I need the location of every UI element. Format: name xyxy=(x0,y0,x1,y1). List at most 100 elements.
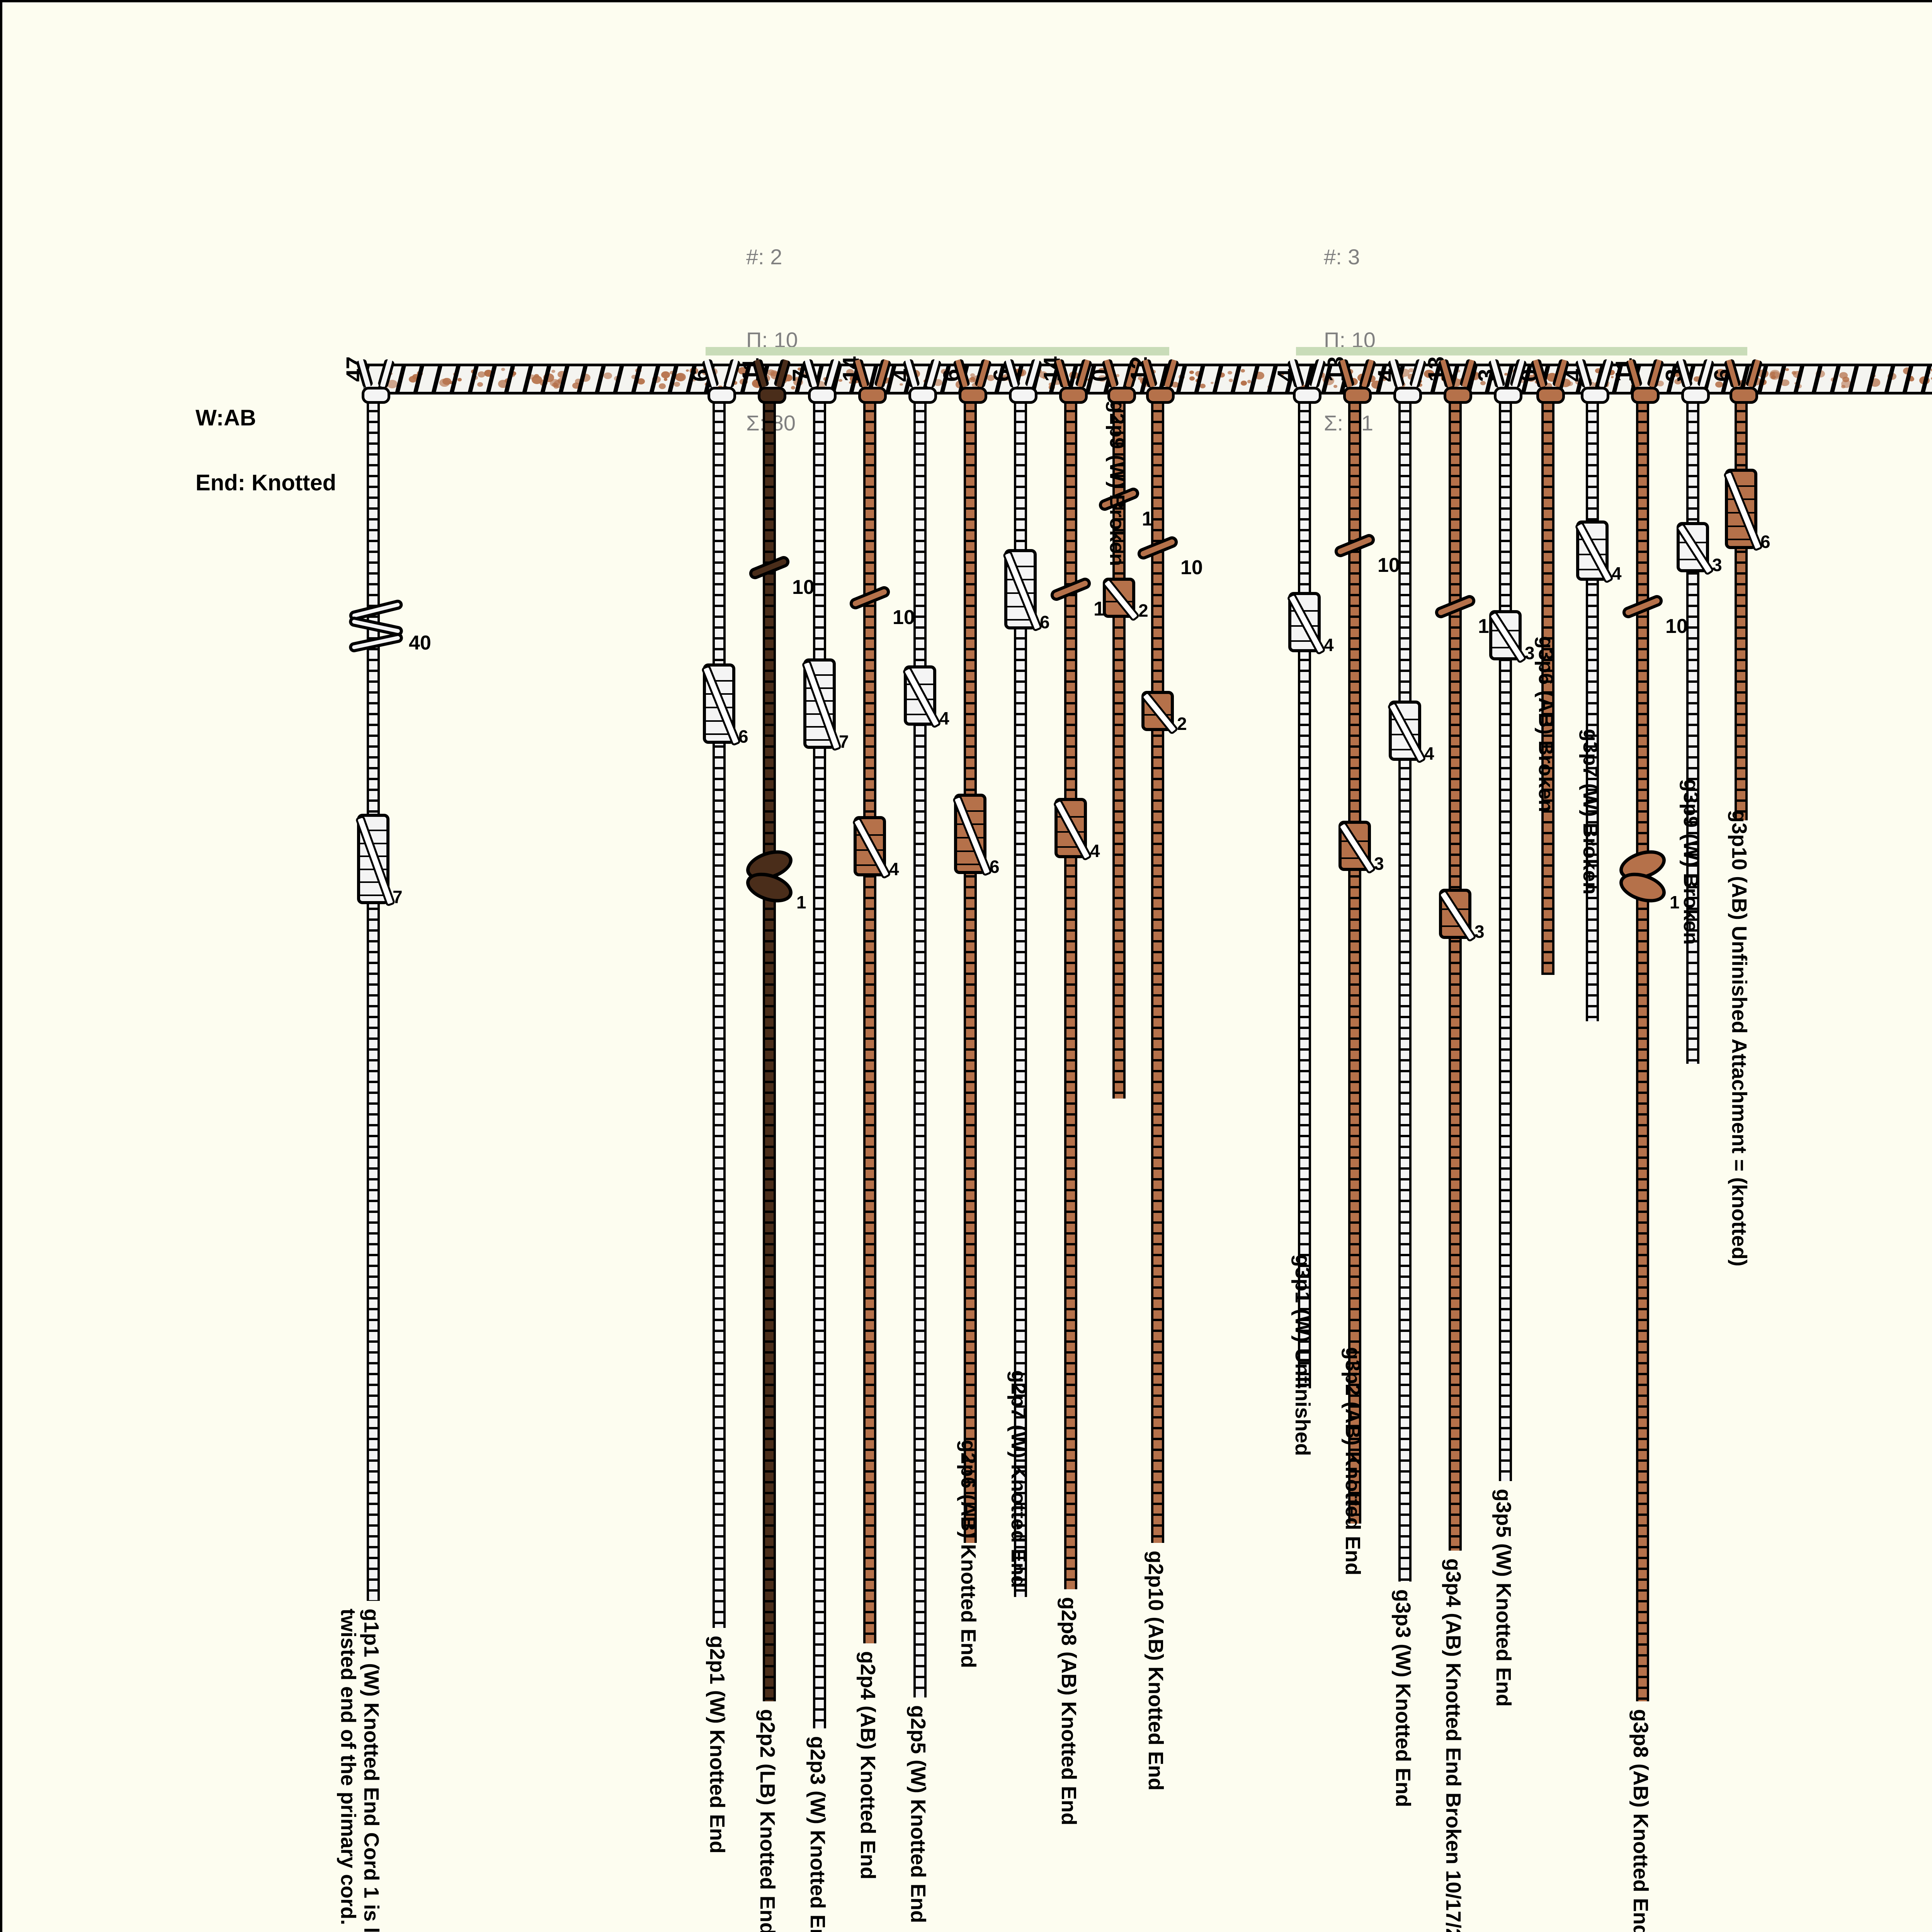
cord-ply xyxy=(1016,432,1025,433)
zigzag-knot-g1p1[interactable] xyxy=(348,598,406,662)
pendant-cord-g1p1[interactable] xyxy=(367,399,380,1601)
knot-turn xyxy=(806,739,833,741)
cord-ply xyxy=(866,929,874,931)
long-knot-g1p1[interactable] xyxy=(355,813,396,907)
cord-ply xyxy=(916,616,924,617)
cord-ply xyxy=(369,1200,378,1201)
long-knot-g2p7[interactable] xyxy=(1002,549,1043,632)
cord-ply xyxy=(1638,973,1647,974)
cord-ply xyxy=(966,918,975,920)
long-knot-g2p10[interactable] xyxy=(1140,690,1179,735)
figure-eight-knot-g3p8[interactable] xyxy=(1616,845,1670,908)
pendant-cord-g2p2[interactable] xyxy=(763,399,776,1701)
cord-ply xyxy=(866,1524,874,1526)
cord-ply xyxy=(1401,875,1409,877)
cord-ply xyxy=(1451,1102,1459,1104)
long-knot-g3p4[interactable] xyxy=(1437,888,1477,942)
knot-turn xyxy=(1728,538,1754,540)
long-knot-g3p2[interactable] xyxy=(1337,821,1376,875)
cord-ply xyxy=(1300,962,1309,963)
pendant-cord-g3p10[interactable] xyxy=(1735,399,1748,820)
long-knot-g3p3[interactable] xyxy=(1387,701,1427,764)
cord-ply xyxy=(1544,529,1552,531)
knot-turn xyxy=(360,881,386,883)
cord-ply xyxy=(1501,1005,1510,1007)
cord-ply xyxy=(866,1221,874,1223)
pendant-cord-g3p3[interactable] xyxy=(1398,399,1412,1582)
cord-ply xyxy=(1451,1189,1459,1190)
cord-ply xyxy=(1451,1081,1459,1082)
cord-ply xyxy=(1544,583,1552,585)
long-knot-g2p3[interactable] xyxy=(801,658,842,752)
pendant-cord-g3p6[interactable] xyxy=(1541,399,1554,975)
cord-ply xyxy=(1737,724,1745,725)
cord-ply xyxy=(1066,994,1075,996)
cord-ply xyxy=(1115,442,1123,444)
cord-ply xyxy=(1350,767,1359,769)
cord-ply xyxy=(916,1687,924,1688)
cord-ply xyxy=(369,1081,378,1082)
long-knot-g3p5[interactable] xyxy=(1488,610,1527,664)
pendant-cord-g2p6[interactable] xyxy=(964,399,977,1543)
cord-ply xyxy=(1115,1092,1123,1093)
cord-ply xyxy=(765,1189,774,1190)
knot-value-g1p1: 40 xyxy=(409,631,431,654)
cord-ply xyxy=(916,1070,924,1071)
attachment-leg-left xyxy=(1675,359,1693,388)
pendant-cord-g2p1[interactable] xyxy=(713,399,726,1628)
cord-ply xyxy=(1350,1405,1359,1407)
cord-ply xyxy=(1638,1643,1647,1645)
cord-ply xyxy=(765,1319,774,1320)
cord-ply xyxy=(1638,1557,1647,1558)
long-knot-g3p7[interactable] xyxy=(1574,520,1614,584)
figure-eight-knot-g2p2[interactable] xyxy=(742,845,796,908)
cord-ply xyxy=(1689,572,1697,574)
cord-ply xyxy=(1401,497,1409,498)
pendant-cord-g2p8[interactable] xyxy=(1064,399,1077,1589)
pendant-cord-g2p9[interactable] xyxy=(1112,399,1126,1099)
cord-ply xyxy=(1638,1243,1647,1245)
cord-ply xyxy=(1153,1124,1162,1126)
pendant-cord-g3p7[interactable] xyxy=(1586,399,1599,1021)
long-knot-g2p5[interactable] xyxy=(902,665,942,729)
cord-ply xyxy=(1300,832,1309,833)
pendant-cord-g3p4[interactable] xyxy=(1449,399,1462,1551)
cord-ply xyxy=(1451,940,1459,942)
cord-ply xyxy=(715,518,723,520)
pendant-cord-g2p3[interactable] xyxy=(813,399,826,1728)
long-knot-g3p9[interactable] xyxy=(1675,522,1714,576)
cord-ply xyxy=(866,767,874,769)
cord-ply xyxy=(1115,724,1123,725)
cord-ply xyxy=(966,940,975,942)
knot-turn xyxy=(1007,619,1034,621)
long-knot-g2p1[interactable] xyxy=(701,663,742,747)
long-knot-g2p6[interactable] xyxy=(952,794,993,877)
pendant-cord-g3p8[interactable] xyxy=(1636,399,1649,1701)
cord-ply xyxy=(815,1492,824,1493)
cord-ply xyxy=(815,1719,824,1721)
cord-ply xyxy=(715,1167,723,1169)
pendant-cord-g3p1[interactable] xyxy=(1298,399,1311,1388)
pendant-cord-g2p4[interactable] xyxy=(863,399,876,1643)
long-knot-g2p8[interactable] xyxy=(1053,798,1093,861)
cord-ply xyxy=(815,1611,824,1612)
long-knot-g3p10[interactable] xyxy=(1723,468,1764,552)
cord-ply xyxy=(1401,464,1409,466)
cord-ply xyxy=(966,724,975,725)
long-knot-g2p9[interactable] xyxy=(1102,577,1140,622)
pendant-cord-g2p10[interactable] xyxy=(1151,399,1164,1543)
pendant-cord-g3p9[interactable] xyxy=(1686,399,1699,1064)
pendant-cord-g2p5[interactable] xyxy=(913,399,927,1697)
cord-ply xyxy=(1153,616,1162,617)
attachment-collar xyxy=(1393,387,1422,404)
pendant-cord-g3p2[interactable] xyxy=(1348,399,1361,1524)
cord-ply xyxy=(1401,1503,1409,1504)
cord-label-g2p5: g2p5 (W) Knotted End xyxy=(906,1705,930,1923)
long-knot-g3p1[interactable] xyxy=(1286,592,1327,656)
cord-ply xyxy=(715,1059,723,1061)
long-knot-g2p4[interactable] xyxy=(852,816,892,879)
cord-ply xyxy=(369,1416,378,1418)
cord-ply xyxy=(369,1037,378,1039)
pendant-cord-g3p5[interactable] xyxy=(1499,399,1512,1481)
cord-ply xyxy=(1638,1373,1647,1374)
